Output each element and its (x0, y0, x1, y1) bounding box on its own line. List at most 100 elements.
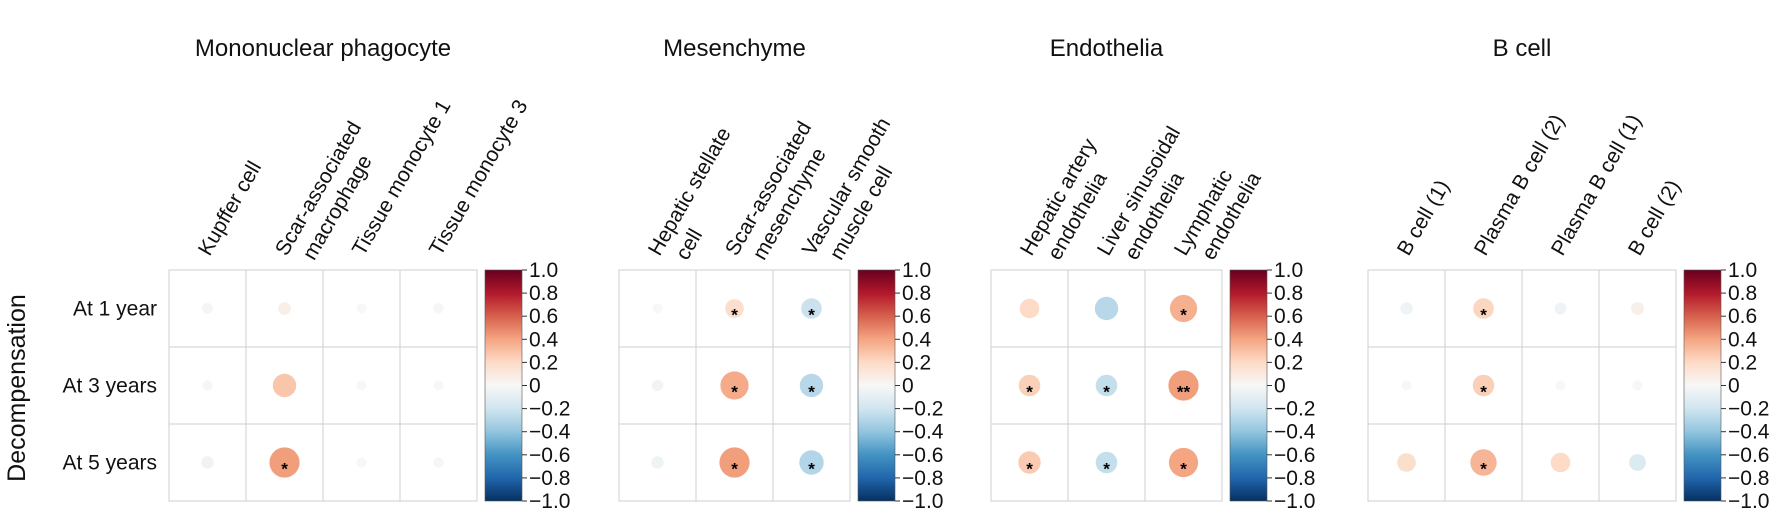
colorbar-tick-label: 0.8 (1274, 282, 1303, 305)
colorbar-tick-label: 1.0 (1274, 259, 1303, 282)
correlation-dot (1400, 302, 1413, 315)
colorbar-tick-label: 0.6 (1728, 305, 1757, 328)
significance-marker: * (731, 383, 738, 402)
correlation-dot (1018, 451, 1041, 474)
correlation-dot (1168, 447, 1199, 478)
colorbar-tick-label: 0.4 (1274, 328, 1304, 351)
correlation-dot (1473, 298, 1494, 319)
colorbar-tick-label: −0.2 (529, 398, 570, 421)
grid-cell (618, 423, 697, 502)
correlation-dot (720, 371, 749, 400)
correlation-dot (651, 379, 664, 392)
colorbar (857, 269, 896, 502)
significance-marker: * (1103, 383, 1110, 402)
correlation-dot (1397, 453, 1416, 472)
colorbar-tick-label: 0.2 (1728, 351, 1757, 374)
significance-marker: * (808, 460, 815, 479)
colorbar-tick-label: −0.6 (902, 444, 943, 467)
colorbar-tick-label: −0.6 (529, 444, 570, 467)
panel-title: Mononuclear phagocyte (195, 35, 451, 62)
significance-marker: ** (1177, 383, 1191, 402)
panel-title: B cell (1493, 35, 1552, 62)
colorbar-tick-label: −0.2 (902, 398, 943, 421)
y-axis-title: Decompensation (3, 294, 31, 482)
colorbar-tick-label: −0.8 (902, 467, 943, 490)
correlation-dot (278, 302, 291, 315)
significance-marker: * (281, 460, 288, 479)
correlation-dot (1095, 374, 1118, 397)
colorbar-tick-label: 0 (529, 375, 541, 398)
column-label-line: Kupffer cell (194, 157, 266, 259)
colorbar-tick-label: −0.2 (1728, 398, 1769, 421)
significance-marker: * (1480, 460, 1487, 479)
colorbar-tick-label: 0.4 (902, 328, 932, 351)
correlation-dot (433, 457, 444, 468)
correlation-dot (269, 447, 300, 478)
significance-marker: * (1026, 383, 1033, 402)
colorbar-tick-label: −1.0 (529, 490, 570, 513)
colorbar-tick-label: 0.8 (902, 282, 931, 305)
correlation-dot (1472, 374, 1495, 397)
colorbar-tick-label: 1.0 (902, 259, 931, 282)
correlation-dot (799, 373, 824, 398)
grid-cell (322, 269, 401, 348)
significance-marker: * (1480, 383, 1487, 402)
significance-marker: * (1480, 306, 1487, 325)
colorbar-tick-label: 0.2 (529, 351, 558, 374)
correlation-dot (1401, 380, 1412, 391)
correlation-dot (1168, 370, 1199, 401)
colorbar (1683, 269, 1722, 502)
colorbar-tick-label: 1.0 (529, 259, 558, 282)
column-label-line: B cell (2) (1624, 176, 1685, 259)
colorbar-tick-label: 0.8 (529, 282, 558, 305)
correlation-dot (1470, 449, 1497, 476)
colorbar-tick-label: −0.6 (1274, 444, 1315, 467)
colorbar-tick-label: −1.0 (1274, 490, 1315, 513)
colorbar-tick-label: −0.8 (1728, 467, 1769, 490)
colorbar-tick-label: 0.4 (1728, 328, 1758, 351)
correlation-dot (1019, 298, 1040, 319)
colorbar-tick-label: 0.6 (529, 305, 558, 328)
row-label: At 3 years (62, 375, 157, 398)
correlation-dot (202, 380, 213, 391)
panel-title: Mesenchyme (663, 35, 806, 62)
correlation-dot (1554, 302, 1567, 315)
colorbar-tick-label: −0.6 (1728, 444, 1769, 467)
significance-marker: * (731, 460, 738, 479)
correlation-dot (1632, 380, 1643, 391)
colorbar-tick-label: −0.8 (1274, 467, 1315, 490)
significance-marker: * (808, 383, 815, 402)
colorbar-tick-label: −0.4 (529, 421, 571, 444)
significance-marker: * (1180, 460, 1187, 479)
column-label: Vascular smoothmuscle cell (798, 114, 918, 273)
colorbar-tick-label: 0.6 (902, 305, 931, 328)
colorbar-tick-label: −0.8 (529, 467, 570, 490)
colorbar-tick-label: 0 (902, 375, 914, 398)
colorbar-tick-label: −1.0 (902, 490, 943, 513)
colorbar-tick-label: 0 (1274, 375, 1286, 398)
significance-marker: * (808, 306, 815, 325)
correlation-dot (801, 298, 822, 319)
correlation-dot (1555, 380, 1566, 391)
correlation-dot (1095, 451, 1118, 474)
colorbar (1229, 269, 1268, 502)
correlation-dot (356, 303, 367, 314)
correlation-dot (719, 447, 750, 478)
colorbar-tick-label: 0.8 (1728, 282, 1757, 305)
correlation-dot (356, 457, 367, 468)
colorbar-tick-label: 0.4 (529, 328, 559, 351)
correlation-dot (1629, 454, 1646, 471)
significance-marker: * (731, 306, 738, 325)
correlation-dot (651, 456, 664, 469)
correlation-dot (433, 380, 444, 391)
correlation-dot (272, 373, 297, 398)
significance-marker: * (1103, 460, 1110, 479)
correlation-dot (725, 299, 744, 318)
panel-title: Endothelia (1050, 35, 1164, 62)
correlation-dot (433, 303, 444, 314)
